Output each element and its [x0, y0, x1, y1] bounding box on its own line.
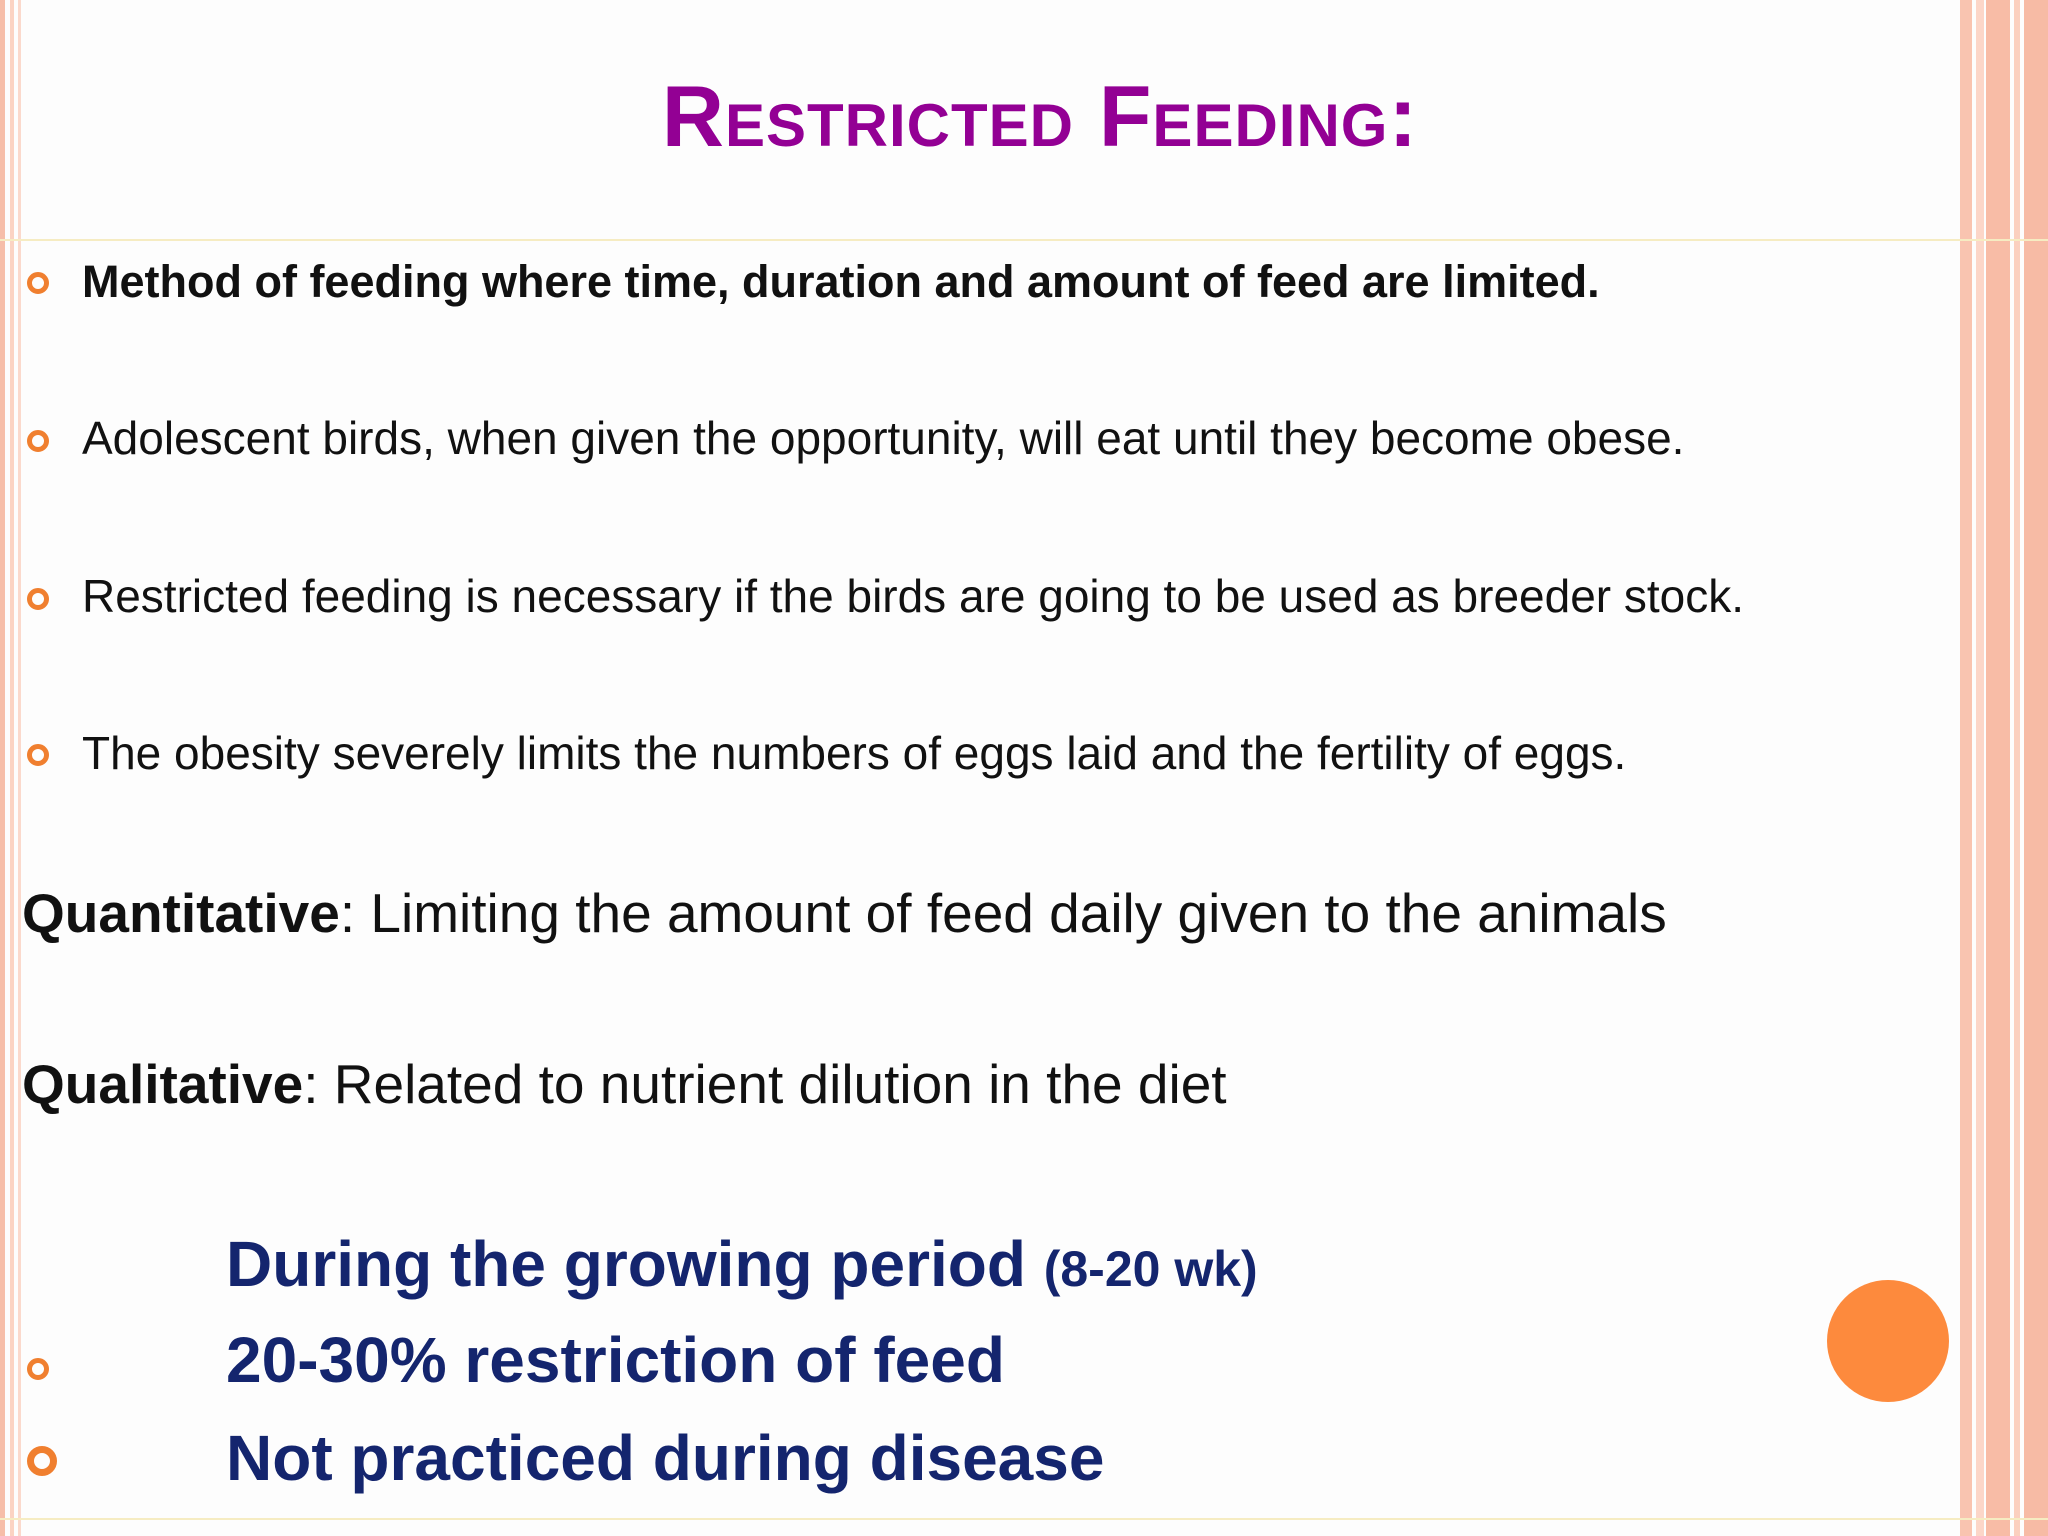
left-border-stripe [18, 0, 21, 1536]
definition-text: : Limiting the amount of feed daily give… [339, 882, 1667, 944]
bullet-icon [27, 1358, 49, 1380]
bullet-icon [27, 1446, 57, 1476]
definition-qualitative: Qualitative: Related to nutrient dilutio… [22, 1051, 1227, 1117]
heading-text: During the growing period [226, 1228, 1044, 1300]
definition-term: Quantitative [22, 882, 340, 944]
bullet-text: The obesity severely limits the numbers … [82, 727, 1627, 779]
bullet-icon [27, 744, 49, 766]
growing-period-heading: During the growing period (8-20 wk) [226, 1226, 1258, 1307]
bullet-text: Method of feeding where time, duration a… [82, 256, 1600, 307]
right-border-stripe [2024, 0, 2048, 1536]
title-divider [0, 239, 2048, 241]
bullet-icon [27, 272, 49, 294]
left-border-stripe [10, 0, 14, 1536]
right-border-stripe [1986, 0, 2010, 1536]
growing-item: 20-30% restriction of feed [226, 1324, 1005, 1396]
definition-text: : Related to nutrient dilution in the di… [303, 1053, 1227, 1115]
bullet-text: Restricted feeding is necessary if the b… [82, 570, 1745, 622]
definition-term: Qualitative [22, 1053, 304, 1115]
bottom-divider [0, 1518, 2048, 1520]
definition-quantitative: Quantitative: Limiting the amount of fee… [22, 880, 1667, 946]
left-border-stripe [0, 0, 5, 1536]
bullet-icon [27, 588, 49, 610]
heading-range: (8-20 wk) [1043, 1241, 1258, 1297]
right-border-stripe [1976, 0, 1984, 1536]
right-border-stripe [1960, 0, 1972, 1536]
accent-circle [1827, 1280, 1949, 1402]
bullet-icon [27, 430, 49, 452]
right-border-stripe [2014, 0, 2020, 1536]
growing-item: Not practiced during disease [226, 1422, 1105, 1494]
bullet-text: Adolescent birds, when given the opportu… [82, 412, 1685, 464]
slide-title: Restricted Feeding: [661, 69, 1419, 165]
